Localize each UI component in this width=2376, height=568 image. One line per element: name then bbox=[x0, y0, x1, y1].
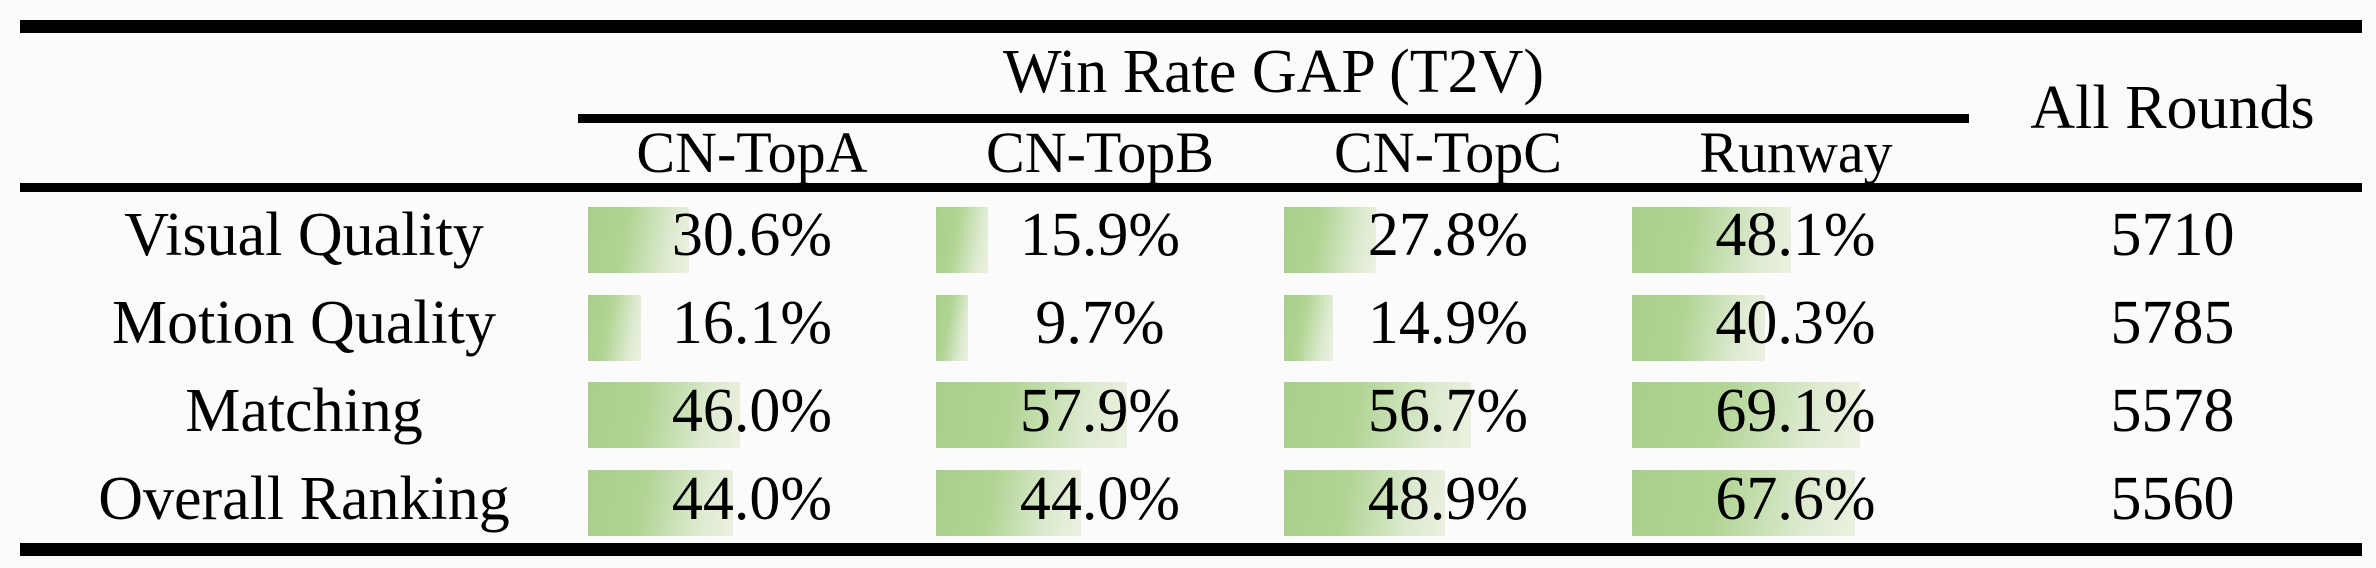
win-rate-bar bbox=[588, 294, 642, 361]
table-row-overall-ranking: Overall Ranking 44.0% 44.0% 48.9% 67.6% … bbox=[0, 455, 2376, 543]
all-rounds-value: 5560 bbox=[2110, 464, 2235, 533]
win-rate-value: 9.7% bbox=[1035, 289, 1165, 358]
win-rate-cell: 56.7% bbox=[1274, 368, 1622, 456]
all-rounds-value: 5785 bbox=[2110, 289, 2235, 358]
win-rate-bar bbox=[936, 294, 968, 361]
win-rate-value: 69.1% bbox=[1715, 376, 1876, 445]
table-row-visual-quality: Visual Quality 30.6% 15.9% 27.8% 48.1% 5… bbox=[0, 192, 2376, 280]
win-rate-cell: 57.9% bbox=[926, 368, 1274, 456]
win-rate-cell: 48.9% bbox=[1274, 455, 1622, 543]
win-rate-bar bbox=[936, 206, 989, 273]
win-rate-cell: 48.1% bbox=[1622, 192, 1969, 280]
win-rate-value: 16.1% bbox=[671, 289, 833, 358]
group-header: Win Rate GAP (T2V) bbox=[1002, 37, 1545, 106]
all-rounds-header: All Rounds bbox=[2030, 73, 2315, 142]
win-rate-bar bbox=[588, 206, 689, 273]
table-row-motion-quality: Motion Quality 16.1% 9.7% 14.9% 40.3% 57… bbox=[0, 280, 2376, 368]
col-header-cn-topc: CN-TopC bbox=[1334, 119, 1562, 185]
top-rule bbox=[20, 20, 2362, 33]
win-rate-bar bbox=[1284, 206, 1376, 273]
win-rate-value: 46.0% bbox=[671, 376, 833, 445]
win-rate-cell: 27.8% bbox=[1274, 192, 1622, 280]
row-label: Visual Quality bbox=[124, 201, 484, 270]
win-rate-value: 30.6% bbox=[671, 201, 833, 270]
col-header-runway: Runway bbox=[1699, 119, 1893, 185]
all-rounds-value: 5710 bbox=[2110, 201, 2235, 270]
column-header-row: CN-TopA CN-TopB CN-TopC Runway bbox=[0, 119, 2376, 185]
win-rate-cell: 46.0% bbox=[578, 368, 926, 456]
win-rate-value: 27.8% bbox=[1367, 201, 1529, 270]
win-rate-bar bbox=[1632, 206, 1791, 273]
win-rate-bar bbox=[1284, 294, 1334, 361]
win-rate-bar bbox=[936, 470, 1082, 537]
win-rate-cell: 67.6% bbox=[1622, 455, 1969, 543]
win-rate-value: 40.3% bbox=[1715, 289, 1876, 358]
table-row-matching: Matching 46.0% 57.9% 56.7% 69.1% 5578 bbox=[0, 368, 2376, 456]
win-rate-cell: 16.1% bbox=[578, 280, 926, 368]
win-rate-value: 15.9% bbox=[1019, 201, 1181, 270]
all-rounds-value: 5578 bbox=[2110, 376, 2235, 445]
win-rate-bar bbox=[588, 470, 734, 537]
group-header-underline bbox=[578, 114, 1969, 123]
win-rate-bar bbox=[588, 382, 740, 449]
win-rate-bar bbox=[1632, 382, 1861, 449]
bottom-rule bbox=[20, 543, 2362, 556]
win-rate-value: 44.0% bbox=[1019, 464, 1181, 533]
win-rate-cell: 40.3% bbox=[1622, 280, 1969, 368]
win-rate-value: 67.6% bbox=[1715, 464, 1876, 533]
win-rate-cell: 69.1% bbox=[1622, 368, 1969, 456]
row-label: Overall Ranking bbox=[98, 464, 510, 533]
win-rate-value: 48.9% bbox=[1367, 464, 1529, 533]
win-rate-cell: 30.6% bbox=[578, 192, 926, 280]
win-rate-cell: 14.9% bbox=[1274, 280, 1622, 368]
win-rate-cell: 15.9% bbox=[926, 192, 1274, 280]
win-rate-bar bbox=[1632, 294, 1765, 361]
win-rate-value: 44.0% bbox=[671, 464, 833, 533]
win-rate-bar bbox=[936, 382, 1128, 449]
col-header-cn-topa: CN-TopA bbox=[636, 119, 868, 185]
win-rate-bar bbox=[1632, 470, 1856, 537]
win-rate-bar bbox=[1284, 382, 1472, 449]
win-rate-bar bbox=[1284, 470, 1446, 537]
win-rate-value: 48.1% bbox=[1715, 201, 1876, 270]
table-body: Visual Quality 30.6% 15.9% 27.8% 48.1% 5… bbox=[0, 192, 2376, 543]
row-label: Motion Quality bbox=[111, 289, 497, 358]
win-rate-value: 57.9% bbox=[1019, 376, 1181, 445]
win-rate-cell: 9.7% bbox=[926, 280, 1274, 368]
win-rate-cell: 44.0% bbox=[578, 455, 926, 543]
row-label: Matching bbox=[185, 376, 423, 445]
header-body-divider bbox=[20, 183, 2362, 192]
win-rate-value: 14.9% bbox=[1367, 289, 1529, 358]
win-rate-value: 56.7% bbox=[1367, 376, 1529, 445]
col-header-cn-topb: CN-TopB bbox=[986, 119, 1214, 185]
win-rate-cell: 44.0% bbox=[926, 455, 1274, 543]
